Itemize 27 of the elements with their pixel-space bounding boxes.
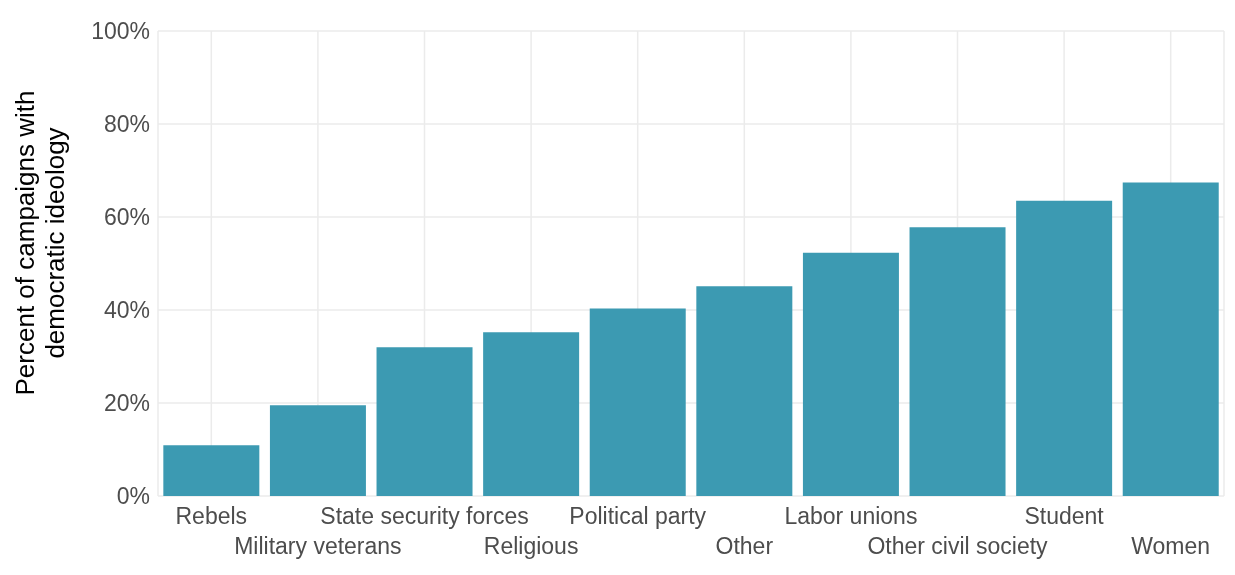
y-axis-title: Percent of campaigns with democratic ideology [10, 90, 70, 396]
x-tick-label: Religious [483, 533, 579, 559]
bar [696, 286, 793, 496]
bar [802, 252, 899, 496]
y-tick-label: 60% [103, 204, 150, 231]
bar [1122, 182, 1219, 496]
bar [376, 347, 473, 496]
x-tick-label: Other civil society [867, 533, 1049, 559]
bar [163, 445, 260, 496]
y-tick-label: 40% [103, 297, 150, 324]
x-tick-label: Political party [569, 503, 707, 529]
y-tick-label: 100% [91, 18, 150, 45]
x-tick-label: Labor unions [784, 503, 918, 529]
x-tick-label: State security forces [320, 503, 529, 529]
x-tick-label: Women [1131, 533, 1211, 559]
bar [909, 227, 1006, 496]
y-tick-label: 80% [103, 111, 150, 138]
bar [483, 332, 580, 496]
x-tick-label: Rebels [175, 503, 248, 529]
bar [269, 405, 366, 496]
x-tick-label: Other [715, 533, 774, 559]
bar [589, 308, 686, 496]
x-tick-label: Military veterans [234, 533, 402, 559]
x-tick-label: Student [1024, 503, 1105, 529]
bar [1016, 200, 1113, 496]
y-tick-label: 0% [116, 483, 150, 510]
y-tick-label: 20% [103, 390, 150, 417]
